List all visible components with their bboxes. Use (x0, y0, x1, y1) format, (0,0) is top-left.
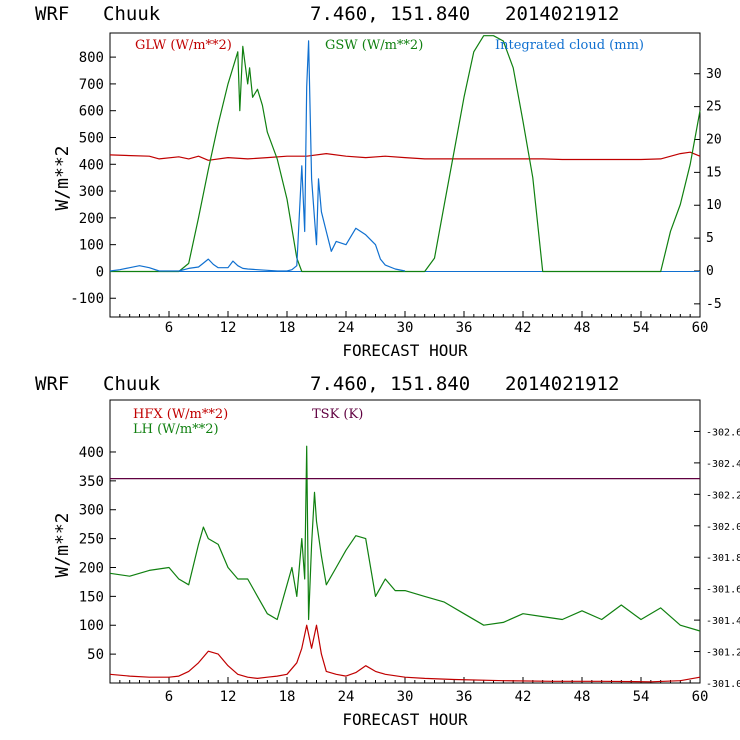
y2-tick-label: 30 (706, 67, 722, 82)
x-tick-label: 36 (456, 320, 473, 336)
y-tick-label: 100 (79, 618, 104, 634)
y-tick-label: 200 (79, 560, 104, 576)
y2-tick-label: -302.0 (706, 522, 740, 533)
x-tick-label: 30 (397, 689, 414, 705)
legend-tsk: TSK (K) (312, 407, 363, 422)
chart-2: WRF Chuuk 7.460, 151.840 2014021912 6 12 1… (35, 373, 740, 729)
x-tick-label: 54 (633, 689, 650, 705)
series-glw-line (109, 151, 701, 161)
y2-tick-label: -302.4 (706, 459, 740, 470)
x-tick-label: 48 (574, 689, 591, 705)
series-cloud-line (109, 40, 406, 272)
header-run: 2014021912 (505, 373, 619, 395)
x-axis-label: FORECAST HOUR (342, 710, 468, 729)
y-tick-label: 100 (79, 238, 104, 254)
y2-tick-label: 25 (706, 100, 722, 115)
series-lh-line (109, 445, 701, 632)
y-tick-label: 50 (87, 647, 104, 663)
y-tick-label: 0 (96, 264, 104, 280)
y-axis-label: W/m**2 (52, 512, 73, 577)
axes: 6 12 18 24 30 36 42 48 54 60 50 100 150 200 250 300 350 4… (79, 427, 740, 705)
x-tick-label: 54 (633, 320, 650, 336)
y-tick-label: 300 (79, 184, 104, 200)
y2-tick-label: -302.2 (706, 490, 740, 501)
legend-cloud: Integrated cloud (mm) (495, 38, 644, 53)
series-gsw-line (110, 35, 701, 273)
y2-tick-label: -301.8 (706, 553, 740, 564)
y2-tick-label: -301.4 (706, 616, 740, 627)
x-tick-label: 6 (165, 320, 173, 336)
x-tick-label: 48 (574, 320, 591, 336)
legend-lh: LH (W/m**2) (133, 422, 219, 437)
x-tick-label: 36 (456, 689, 473, 705)
y-tick-label: -100 (70, 291, 104, 307)
x-tick-label: 24 (338, 689, 355, 705)
x-tick-label: 42 (515, 320, 532, 336)
x-tick-label: 6 (165, 689, 173, 705)
header-station: Chuuk (103, 3, 161, 25)
y2-tick-label: 5 (706, 231, 714, 246)
y-tick-label: 800 (79, 50, 104, 66)
x-tick-label: 42 (515, 689, 532, 705)
x-tick-label: 30 (397, 320, 414, 336)
x-tick-label: 60 (692, 320, 709, 336)
y2-tick-label: -301.0 (706, 679, 740, 690)
chart-1: WRF Chuuk 7.460, 151.840 2014021912 6 12 1… (35, 3, 722, 360)
header-station: Chuuk (103, 373, 161, 395)
data-lines (109, 35, 701, 273)
plot-frame (109, 399, 701, 684)
plot-frame (109, 32, 701, 318)
legend-glw: GLW (W/m**2) (135, 38, 232, 53)
y2-tick-label: -301.2 (706, 648, 740, 659)
y2-tick-label: 0 (706, 264, 714, 279)
x-tick-label: 24 (338, 320, 355, 336)
y2-tick-label: -5 (706, 297, 722, 312)
header-run: 2014021912 (505, 3, 619, 25)
y2-tick-label: 10 (706, 198, 722, 213)
y-tick-label: 700 (79, 77, 104, 93)
y2-tick-label: 15 (706, 165, 722, 180)
y-tick-label: 200 (79, 211, 104, 227)
x-tick-label: 18 (279, 320, 296, 336)
data-lines (109, 445, 701, 683)
series-hfx-line (109, 624, 701, 683)
legend-hfx: HFX (W/m**2) (133, 407, 228, 422)
y2-tick-label: -301.6 (706, 585, 740, 596)
y-tick-label: 600 (79, 104, 104, 120)
y-axis-label: W/m**2 (52, 145, 73, 210)
header-coords: 7.460, 151.840 (310, 373, 470, 395)
y-tick-label: 400 (79, 157, 104, 173)
y2-tick-label: -302.6 (706, 427, 740, 438)
axes: 6 12 18 24 30 36 42 48 54 60-10001002003004005006… (70, 50, 721, 336)
x-tick-label: 12 (220, 689, 237, 705)
y-tick-label: 250 (79, 532, 104, 548)
y-tick-label: 300 (79, 503, 104, 519)
x-tick-label: 60 (692, 689, 709, 705)
y-tick-label: 150 (79, 589, 104, 605)
y-tick-label: 500 (79, 130, 104, 146)
y2-tick-label: 20 (706, 133, 722, 148)
header-coords: 7.460, 151.840 (310, 3, 470, 25)
x-tick-label: 18 (279, 689, 296, 705)
x-tick-label: 12 (220, 320, 237, 336)
y-tick-label: 400 (79, 445, 104, 461)
legend-gsw: GSW (W/m**2) (325, 38, 423, 53)
y-tick-label: 350 (79, 474, 104, 490)
header-model: WRF (35, 3, 69, 25)
header-model: WRF (35, 373, 69, 395)
x-axis-label: FORECAST HOUR (342, 341, 468, 360)
